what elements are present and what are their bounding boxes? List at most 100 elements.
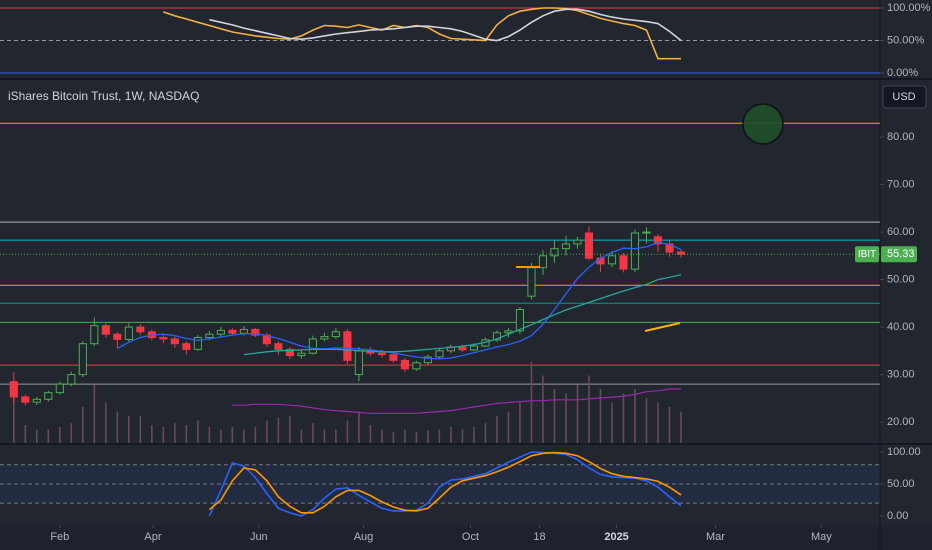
volume-bar [197, 420, 199, 443]
volume-bar [496, 416, 498, 443]
y-tick-label: 0.00 [887, 510, 908, 522]
drawing-circle [742, 103, 784, 145]
y-tick-label: 20.00 [887, 416, 915, 428]
volume-bar [392, 432, 395, 443]
y-tick-label: 30.00 [887, 368, 915, 380]
candle-body [21, 396, 30, 403]
volume-bar [47, 429, 50, 443]
volume-bar [323, 429, 326, 443]
volume-bar [622, 393, 625, 443]
y-tick-label: 80.00 [887, 131, 915, 143]
candle-body [653, 236, 663, 245]
volume-bar [139, 416, 142, 443]
candle-body [400, 359, 409, 370]
volume-bar [93, 384, 96, 443]
volume-bar [277, 417, 280, 443]
candle-body [32, 398, 41, 403]
y-tick-label: 50.00% [887, 34, 925, 46]
candle-body [101, 325, 110, 335]
volume-bar [553, 389, 556, 443]
candle-body [9, 381, 18, 398]
candle-body [607, 255, 617, 265]
candle-body [515, 308, 525, 332]
volume-bar [335, 429, 337, 443]
candle-body [320, 336, 329, 340]
volume-bar [404, 429, 406, 443]
line-series [116, 241, 682, 360]
x-tick-label: Feb [50, 531, 69, 543]
volume-bar [185, 425, 188, 443]
volume-bar [208, 426, 211, 443]
volume-bar [565, 393, 567, 443]
volume-bar [24, 425, 27, 443]
y-tick-label: 70.00 [887, 178, 915, 190]
y-tick-label: 60.00 [887, 226, 915, 238]
y-tick-label: 0.00% [887, 67, 918, 79]
volume-bar [450, 426, 452, 443]
currency-button[interactable] [882, 85, 927, 109]
candle-body [412, 362, 421, 370]
x-tick-label: 2025 [604, 531, 628, 543]
volume-bar [381, 429, 383, 443]
candle-body [274, 343, 283, 350]
currency-label[interactable]: USD [892, 91, 915, 103]
line-series [208, 451, 682, 517]
volume-bar [358, 411, 360, 443]
candle-body [492, 332, 502, 341]
volume-bar [576, 384, 579, 443]
volume-bar [174, 423, 176, 443]
candle-body [113, 333, 122, 340]
line-series [208, 451, 682, 514]
volume-bar [231, 426, 234, 443]
volume-bar [82, 407, 84, 443]
candle-body [193, 337, 202, 350]
candle-body [377, 352, 386, 356]
last-price-label: 55.33 [887, 248, 915, 260]
candle-body [90, 325, 99, 345]
y-tick-label: 40.00 [887, 321, 915, 333]
y-tick-label: 50.00 [887, 273, 915, 285]
candle-body [205, 333, 214, 339]
volume-bar [484, 423, 487, 443]
drawing-ray [644, 322, 681, 332]
volume-bar [657, 402, 659, 443]
x-tick-label: May [811, 531, 832, 543]
volume-bar [680, 411, 682, 443]
x-tick-label: Oct [462, 531, 479, 543]
last-price-tag [881, 246, 917, 263]
symbol-label: IBIT [858, 249, 876, 260]
volume-bar [634, 389, 636, 443]
x-tick-label: Jun [250, 531, 268, 543]
candle-body [584, 232, 594, 259]
candle-body [504, 330, 513, 334]
pane-separator [0, 443, 932, 445]
candle-body [676, 251, 686, 255]
volume-bar [415, 432, 418, 443]
volume-bar [611, 402, 613, 443]
candle-body [527, 267, 536, 297]
candle-body [561, 243, 571, 250]
volume-bar [369, 425, 372, 443]
x-tick-label: 18 [533, 531, 545, 543]
candle-body [308, 338, 317, 354]
candle-body [44, 392, 53, 400]
volume-bar [519, 402, 521, 443]
candle-body [435, 350, 444, 358]
chart-title: iShares Bitcoin Trust, 1W, NASDAQ [8, 89, 199, 103]
volume-bar [645, 398, 648, 443]
candle-body [285, 348, 294, 357]
candle-body [251, 328, 260, 336]
candle-body [67, 374, 76, 385]
candle-body [216, 329, 225, 335]
x-tick-label: Mar [706, 531, 725, 543]
volume-bar [36, 429, 38, 443]
y-tick-label: 100.00% [887, 2, 931, 14]
volume-bar [70, 423, 73, 443]
candle-body [124, 326, 133, 340]
volume-bar [461, 429, 464, 443]
volume-bar [220, 429, 222, 443]
candle-body [228, 329, 237, 334]
